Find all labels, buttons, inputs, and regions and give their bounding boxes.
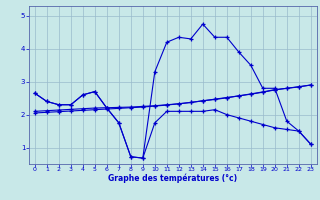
X-axis label: Graphe des températures (°c): Graphe des températures (°c) bbox=[108, 174, 237, 183]
